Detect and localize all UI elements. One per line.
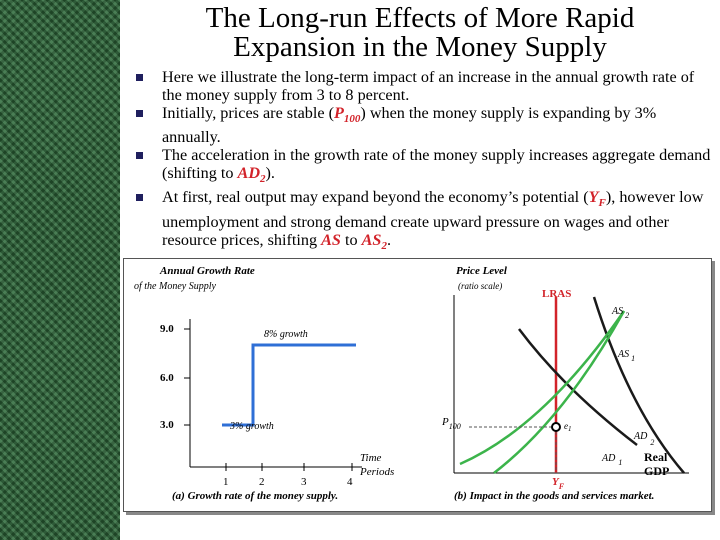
- bullet-text: The acceleration in the growth rate of t…: [162, 146, 711, 183]
- yf-subscript: F: [598, 197, 606, 210]
- right-xlabel-line1: Real: [644, 450, 668, 464]
- ad2-label: AD2: [633, 431, 654, 447]
- as-symbol: AS: [321, 230, 341, 249]
- figure-panel: Annual Growth Rate of the Money Supply 9…: [123, 258, 712, 512]
- price-subscript: 100: [343, 113, 361, 126]
- as2-label: AS 2: [611, 306, 629, 320]
- bullet-text: Here we illustrate the long-term impact …: [162, 68, 695, 104]
- left-ylabel-line2: of the Money Supply: [134, 281, 216, 292]
- bullet-text: .: [386, 230, 391, 249]
- label-3pct-growth: 3% growth: [229, 421, 274, 432]
- left-caption: (a) Growth rate of the money supply.: [172, 490, 338, 502]
- label-8pct-growth: 8% growth: [264, 329, 308, 340]
- bullet-item: Initially, prices are stable (P100) when…: [136, 104, 716, 146]
- p100-label: P100: [441, 416, 461, 431]
- bullet-list: Here we illustrate the long-term impact …: [136, 68, 716, 255]
- e1-label: e1: [564, 421, 572, 433]
- lras-label: LRAS: [542, 288, 571, 300]
- x-tick-label: 1: [223, 476, 229, 488]
- left-xlabel-line2: Periods: [359, 466, 394, 478]
- as1-curve: [459, 310, 626, 466]
- ad1-label: AD 1: [601, 453, 622, 467]
- y-tick-label: 6.0: [160, 372, 174, 384]
- e1-point: [551, 422, 561, 432]
- right-caption: (b) Impact in the goods and services mar…: [454, 490, 654, 502]
- slide-title: The Long-run Effects of More Rapid Expan…: [130, 4, 710, 62]
- bullet-square-icon: [136, 194, 143, 202]
- money-growth-step-line: [222, 343, 356, 427]
- bullet-item: At first, real output may expand beyond …: [136, 188, 716, 254]
- right-ylabel-line1: Price Level: [456, 265, 508, 277]
- bullet-text: At first, real output may expand beyond …: [162, 188, 589, 207]
- goods-market-chart: Price Level (ratio scale) Real GDP LRAS …: [441, 265, 689, 502]
- left-ylabel-line1: Annual Growth Rate: [159, 265, 255, 277]
- bullet-item: Here we illustrate the long-term impact …: [136, 68, 716, 104]
- left-xlabel-line1: Time: [360, 452, 382, 464]
- bullet-text: ), however low unemployment and strong d…: [162, 188, 704, 249]
- bullet-text: ).: [265, 164, 275, 183]
- price-symbol: P: [334, 104, 344, 122]
- bullet-square-icon: [136, 152, 143, 160]
- money-growth-chart: Annual Growth Rate of the Money Supply 9…: [134, 265, 394, 502]
- bullet-text: to: [340, 230, 362, 249]
- bullet-text: ) when the money supply is expanding by …: [162, 104, 657, 147]
- ad-subscript: 2: [260, 173, 266, 186]
- x-tick-label: 2: [259, 476, 265, 488]
- bullet-square-icon: [136, 110, 143, 117]
- ad-symbol: AD: [237, 164, 261, 183]
- x-tick-label: 4: [347, 476, 353, 488]
- yf-symbol: Y: [588, 188, 599, 207]
- ad2-curve: [518, 328, 638, 446]
- y-tick-label: 9.0: [160, 323, 174, 335]
- title-line-1: The Long-run Effects of More Rapid: [205, 2, 635, 34]
- bullet-item: The acceleration in the growth rate of t…: [136, 146, 716, 188]
- figure-svg: Annual Growth Rate of the Money Supply 9…: [134, 265, 689, 502]
- yf-label: YF: [552, 476, 565, 491]
- decorative-sidebar: [0, 0, 120, 540]
- bullet-square-icon: [136, 74, 143, 81]
- as2-subscript: 2: [381, 239, 387, 252]
- as2-symbol: AS: [361, 230, 382, 249]
- right-xlabel-line2: GDP: [644, 464, 669, 478]
- y-tick-label: 3.0: [160, 419, 174, 431]
- title-line-2: Expansion in the Money Supply: [233, 31, 607, 63]
- ad1-curve: [592, 296, 685, 474]
- x-tick-label: 3: [301, 476, 307, 488]
- as1-label: AS 1: [617, 349, 635, 363]
- as2-curve: [493, 310, 626, 474]
- right-ylabel-line2: (ratio scale): [458, 281, 502, 291]
- bullet-text: Initially, prices are stable (: [162, 104, 334, 122]
